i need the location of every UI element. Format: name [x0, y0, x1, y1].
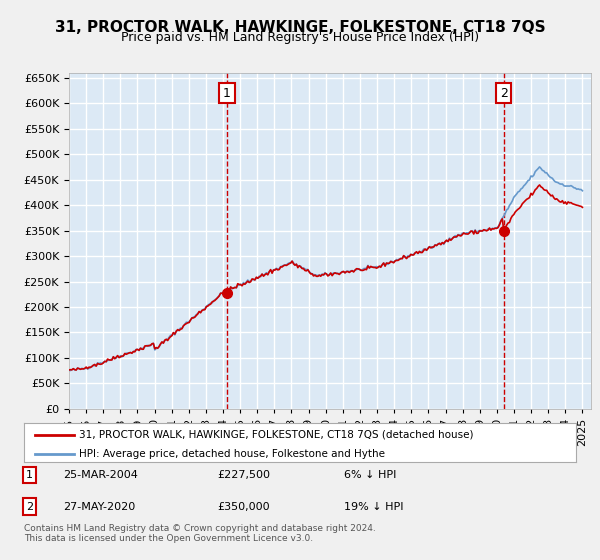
Text: 2: 2 [26, 502, 33, 512]
Text: Contains HM Land Registry data © Crown copyright and database right 2024.
This d: Contains HM Land Registry data © Crown c… [24, 524, 376, 543]
Text: 19% ↓ HPI: 19% ↓ HPI [344, 502, 404, 512]
Text: HPI: Average price, detached house, Folkestone and Hythe: HPI: Average price, detached house, Folk… [79, 449, 385, 459]
Text: Price paid vs. HM Land Registry's House Price Index (HPI): Price paid vs. HM Land Registry's House … [121, 31, 479, 44]
Text: 1: 1 [223, 87, 231, 100]
Text: £350,000: £350,000 [217, 502, 270, 512]
Text: 31, PROCTOR WALK, HAWKINGE, FOLKESTONE, CT18 7QS (detached house): 31, PROCTOR WALK, HAWKINGE, FOLKESTONE, … [79, 430, 474, 440]
Text: 31, PROCTOR WALK, HAWKINGE, FOLKESTONE, CT18 7QS: 31, PROCTOR WALK, HAWKINGE, FOLKESTONE, … [55, 20, 545, 35]
Text: 25-MAR-2004: 25-MAR-2004 [62, 470, 137, 480]
Text: 2: 2 [500, 87, 508, 100]
Text: 1: 1 [26, 470, 33, 480]
Text: £227,500: £227,500 [217, 470, 270, 480]
Text: 27-MAY-2020: 27-MAY-2020 [62, 502, 135, 512]
Text: 6% ↓ HPI: 6% ↓ HPI [344, 470, 397, 480]
